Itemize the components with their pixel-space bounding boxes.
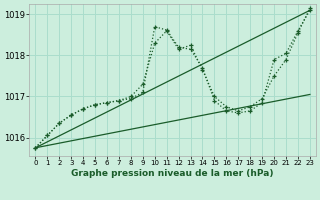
X-axis label: Graphe pression niveau de la mer (hPa): Graphe pression niveau de la mer (hPa) bbox=[71, 169, 274, 178]
